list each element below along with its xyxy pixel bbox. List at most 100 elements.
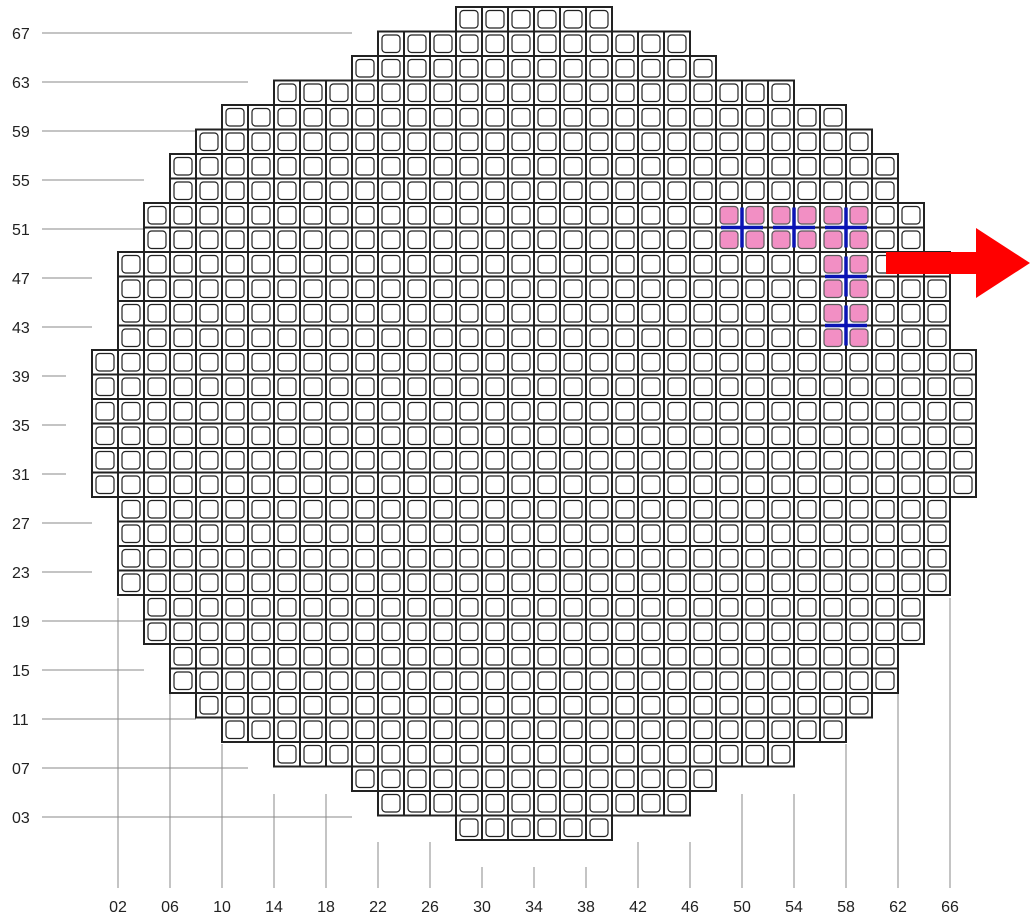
- fuel-bundle: [927, 352, 947, 372]
- fuel-bundle: [329, 744, 349, 764]
- fuel-bundle: [251, 254, 271, 274]
- fuel-bundle: [589, 377, 609, 397]
- fuel-bundle: [459, 34, 479, 54]
- fuel-bundle: [277, 156, 297, 176]
- fuel-bundle: [251, 279, 271, 299]
- fuel-bundle: [511, 671, 531, 691]
- fuel-bundle: [173, 622, 193, 642]
- fuel-bundle: [797, 328, 817, 348]
- fuel-bundle: [407, 720, 427, 740]
- fuel-bundle: [615, 230, 635, 250]
- fuel-bundle: [953, 475, 973, 495]
- fuel-bundle: [849, 401, 869, 421]
- fuel-bundle: [407, 377, 427, 397]
- fuel-bundle: [537, 744, 557, 764]
- column-label-62: 62: [889, 899, 907, 916]
- fuel-bundle: [615, 646, 635, 666]
- fuel-bundle: [797, 279, 817, 299]
- fuel-bundle: [459, 279, 479, 299]
- fuel-bundle: [121, 426, 141, 446]
- fuel-bundle: [927, 279, 947, 299]
- fuel-bundle: [693, 646, 713, 666]
- leader-lines: [42, 32, 951, 888]
- fuel-bundle: [199, 622, 219, 642]
- fuel-bundle: [459, 205, 479, 225]
- fuel-bundle: [459, 744, 479, 764]
- control-cell: [871, 643, 899, 694]
- fuel-bundle: [277, 205, 297, 225]
- fuel-bundle: [693, 230, 713, 250]
- fuel-bundle: [745, 622, 765, 642]
- fuel-bundle: [797, 401, 817, 421]
- fuel-bundle: [251, 720, 271, 740]
- fuel-bundle: [355, 58, 375, 78]
- fuel-bundle: [433, 769, 453, 789]
- fuel-bundle: [485, 769, 505, 789]
- fuel-bundle: [173, 671, 193, 691]
- fuel-bundle: [199, 132, 219, 152]
- fuel-bundle: [667, 646, 687, 666]
- fuel-bundle: [277, 107, 297, 127]
- fuel-bundle: [407, 744, 427, 764]
- column-label-50: 50: [733, 899, 751, 916]
- fuel-bundle: [225, 377, 245, 397]
- fuel-bundle: [563, 622, 583, 642]
- fuel-bundle: [381, 548, 401, 568]
- fuel-bundle: [225, 548, 245, 568]
- fuel-bundle: [225, 107, 245, 127]
- fuel-bundle: [303, 573, 323, 593]
- fuel-bundle: [485, 524, 505, 544]
- fuel-bundle: [849, 671, 869, 691]
- fuel-bundle: [719, 720, 739, 740]
- fuel-bundle: [563, 107, 583, 127]
- fuel-bundle: [589, 107, 609, 127]
- fuel-bundle: [459, 548, 479, 568]
- fuel-bundle: [719, 646, 739, 666]
- fuel-bundle: [355, 499, 375, 519]
- fuel-bundle: [433, 450, 453, 470]
- fuel-bundle: [745, 279, 765, 299]
- row-label-39: 39: [12, 369, 30, 386]
- fuel-bundle: [667, 426, 687, 446]
- highlighted-fuel-bundle: [849, 254, 869, 274]
- fuel-bundle: [407, 58, 427, 78]
- fuel-bundle: [459, 303, 479, 323]
- fuel-bundle: [459, 720, 479, 740]
- fuel-bundle: [953, 377, 973, 397]
- fuel-bundle: [485, 475, 505, 495]
- fuel-bundle: [459, 328, 479, 348]
- fuel-bundle: [797, 450, 817, 470]
- fuel-bundle: [667, 793, 687, 813]
- fuel-bundle: [615, 524, 635, 544]
- fuel-bundle: [641, 377, 661, 397]
- fuel-bundle: [745, 156, 765, 176]
- fuel-bundle: [407, 156, 427, 176]
- fuel-bundle: [251, 156, 271, 176]
- control-cell: [455, 496, 509, 547]
- fuel-bundle: [641, 401, 661, 421]
- fuel-bundle: [563, 352, 583, 372]
- fuel-bundle: [693, 156, 713, 176]
- fuel-bundle: [667, 352, 687, 372]
- fuel-bundle: [693, 181, 713, 201]
- fuel-bundle: [199, 646, 219, 666]
- fuel-bundle: [225, 622, 245, 642]
- fuel-bundle: [485, 622, 505, 642]
- fuel-bundle: [173, 328, 193, 348]
- fuel-bundle: [823, 352, 843, 372]
- fuel-bundle: [693, 107, 713, 127]
- fuel-bundle: [849, 499, 869, 519]
- fuel-bundle: [485, 548, 505, 568]
- fuel-bundle: [823, 597, 843, 617]
- fuel-bundle: [537, 107, 557, 127]
- fuel-bundle: [381, 695, 401, 715]
- fuel-bundle: [147, 426, 167, 446]
- fuel-bundle: [225, 156, 245, 176]
- fuel-bundle: [771, 181, 791, 201]
- fuel-bundle: [693, 597, 713, 617]
- fuel-bundle: [875, 524, 895, 544]
- fuel-bundle: [589, 597, 609, 617]
- right-arrow-icon: [886, 228, 1030, 298]
- fuel-bundle: [329, 426, 349, 446]
- fuel-bundle: [95, 475, 115, 495]
